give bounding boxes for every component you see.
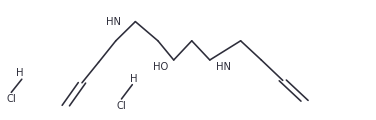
Text: H: H — [130, 74, 137, 84]
Text: HN: HN — [216, 62, 231, 72]
Text: HN: HN — [106, 17, 121, 27]
Text: H: H — [16, 68, 23, 78]
Text: Cl: Cl — [7, 94, 17, 104]
Text: Cl: Cl — [117, 101, 126, 111]
Text: HO: HO — [153, 62, 168, 72]
